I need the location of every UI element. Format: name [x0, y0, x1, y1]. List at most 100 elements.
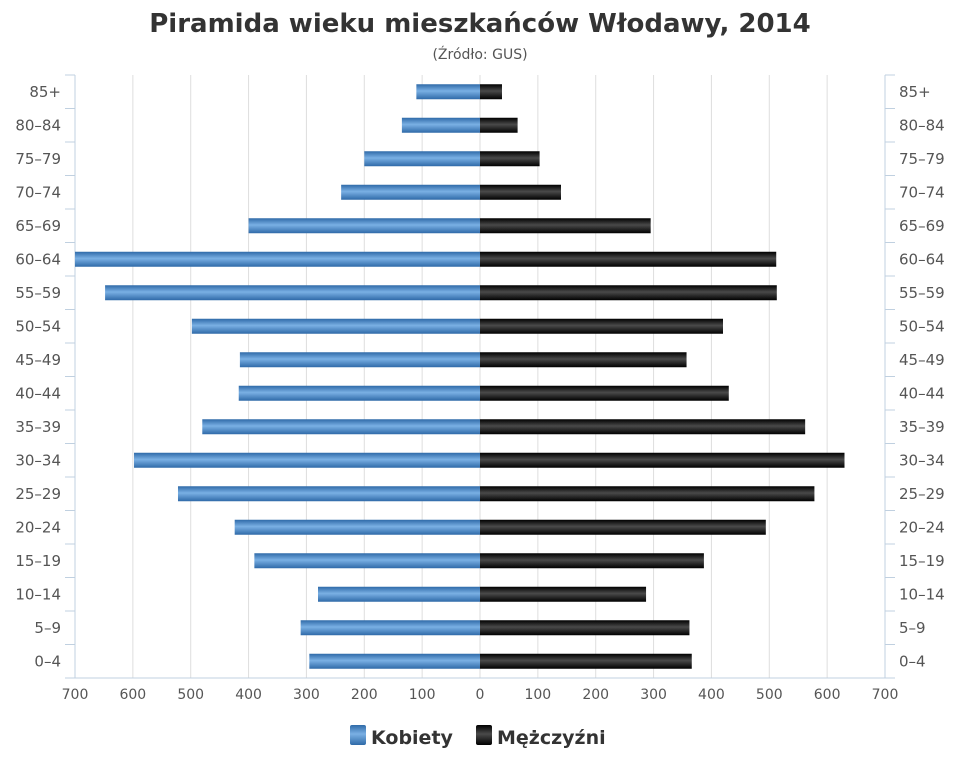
category-label-left: 30–34 [15, 451, 61, 469]
category-label-left: 15–19 [15, 552, 61, 570]
bar-mezczyzni[interactable] [480, 419, 806, 435]
category-label-left: 35–39 [15, 418, 61, 436]
bar-kobiety[interactable] [318, 586, 480, 602]
x-tick-label: 600 [119, 687, 146, 703]
category-label-right: 85+ [899, 83, 931, 101]
x-axis-tick-labels: 700 600 500 400 300 200 100 0 100 200 300 400 500 600… [62, 687, 899, 703]
x-tick-label: 300 [293, 687, 320, 703]
category-label-left: 40–44 [15, 384, 61, 402]
category-label-right: 5–9 [899, 619, 926, 637]
bar-kobiety[interactable] [238, 385, 480, 401]
x-tick-label: 600 [814, 687, 841, 703]
category-label-right: 65–69 [899, 217, 945, 235]
category-label-right: 20–24 [899, 518, 945, 536]
legend-swatch-kobiety [350, 725, 366, 745]
bars [75, 84, 845, 669]
x-tick-label: 700 [62, 687, 89, 703]
bar-mezczyzni[interactable] [480, 117, 518, 133]
category-label-right: 60–64 [899, 250, 945, 268]
bar-kobiety[interactable] [191, 318, 480, 334]
bar-kobiety[interactable] [75, 251, 480, 267]
category-label-left: 50–54 [15, 317, 61, 335]
category-label-left: 60–64 [15, 250, 61, 268]
x-tick-label: 700 [872, 687, 899, 703]
category-label-left: 45–49 [15, 351, 61, 369]
category-label-right: 75–79 [899, 150, 945, 168]
category-label-left: 5–9 [34, 619, 61, 637]
x-tick-label: 400 [698, 687, 725, 703]
category-label-left: 10–14 [15, 585, 61, 603]
x-tick-label: 300 [640, 687, 667, 703]
x-tick-label: 100 [409, 687, 436, 703]
bar-mezczyzni[interactable] [480, 653, 692, 669]
bar-kobiety[interactable] [134, 452, 480, 468]
category-label-left: 25–29 [15, 485, 61, 503]
bar-mezczyzni[interactable] [480, 84, 502, 100]
category-label-right: 40–44 [899, 384, 945, 402]
bar-mezczyzni[interactable] [480, 318, 723, 334]
category-labels-right: 85+ 80–84 75–79 70–74 65–69 60–64 55–59 50–54 45… [899, 83, 945, 671]
legend-label-kobiety: Kobiety [371, 727, 454, 749]
grid-lines [74, 75, 886, 678]
x-tick-label: 200 [582, 687, 609, 703]
legend-swatch-mezczyzni [476, 725, 492, 745]
bar-kobiety[interactable] [401, 117, 480, 133]
bar-kobiety[interactable] [239, 352, 480, 368]
category-label-left: 55–59 [15, 284, 61, 302]
chart-subtitle: (Źródło: GUS) [432, 45, 527, 63]
bar-mezczyzni[interactable] [480, 553, 704, 569]
bar-kobiety[interactable] [202, 419, 481, 435]
bar-mezczyzni[interactable] [480, 486, 815, 502]
bar-mezczyzni[interactable] [480, 519, 766, 535]
category-label-right: 50–54 [899, 317, 945, 335]
category-label-left: 0–4 [34, 652, 61, 670]
bar-kobiety[interactable] [254, 553, 480, 569]
category-label-left: 70–74 [15, 183, 61, 201]
bar-kobiety[interactable] [341, 184, 480, 200]
legend-item-mezczyzni[interactable]: Mężczyźni [476, 725, 606, 749]
x-tick-label: 400 [235, 687, 262, 703]
category-label-left: 75–79 [15, 150, 61, 168]
category-labels-left: 85+ 80–84 75–79 70–74 65–69 60–64 55–59 50–54 45… [15, 83, 61, 671]
bar-mezczyzni[interactable] [480, 586, 647, 602]
x-tick-label: 500 [756, 687, 783, 703]
x-tick-label: 200 [351, 687, 378, 703]
bar-kobiety[interactable] [300, 620, 480, 636]
x-tick-label: 0 [476, 687, 485, 703]
category-label-left: 85+ [29, 83, 61, 101]
category-label-right: 35–39 [899, 418, 945, 436]
bar-kobiety[interactable] [177, 486, 480, 502]
legend-item-kobiety[interactable]: Kobiety [350, 725, 454, 749]
bar-mezczyzni[interactable] [480, 151, 540, 167]
axes [65, 74, 895, 679]
bar-mezczyzni[interactable] [480, 218, 651, 234]
x-tick-label: 500 [177, 687, 204, 703]
category-label-left: 80–84 [15, 116, 61, 134]
category-label-right: 0–4 [899, 652, 926, 670]
category-label-right: 10–14 [899, 585, 945, 603]
bar-mezczyzni[interactable] [480, 352, 687, 368]
category-label-right: 80–84 [899, 116, 945, 134]
bar-kobiety[interactable] [309, 653, 480, 669]
legend: Kobiety Mężczyźni [350, 725, 606, 749]
bar-kobiety[interactable] [248, 218, 480, 234]
bar-mezczyzni[interactable] [480, 452, 845, 468]
category-label-right: 30–34 [899, 451, 945, 469]
bar-kobiety[interactable] [234, 519, 480, 535]
bar-mezczyzni[interactable] [480, 251, 777, 267]
category-label-left: 65–69 [15, 217, 61, 235]
bar-mezczyzni[interactable] [480, 620, 690, 636]
bar-kobiety[interactable] [364, 151, 480, 167]
category-label-left: 20–24 [15, 518, 61, 536]
category-label-right: 45–49 [899, 351, 945, 369]
bar-kobiety[interactable] [416, 84, 480, 100]
legend-label-mezczyzni: Mężczyźni [497, 727, 606, 749]
category-label-right: 15–19 [899, 552, 945, 570]
category-label-right: 70–74 [899, 183, 945, 201]
bar-mezczyzni[interactable] [480, 285, 777, 301]
chart-title: Piramida wieku mieszkańców Włodawy, 2014 [149, 9, 811, 39]
bar-kobiety[interactable] [105, 285, 480, 301]
bar-mezczyzni[interactable] [480, 385, 729, 401]
bar-mezczyzni[interactable] [480, 184, 561, 200]
